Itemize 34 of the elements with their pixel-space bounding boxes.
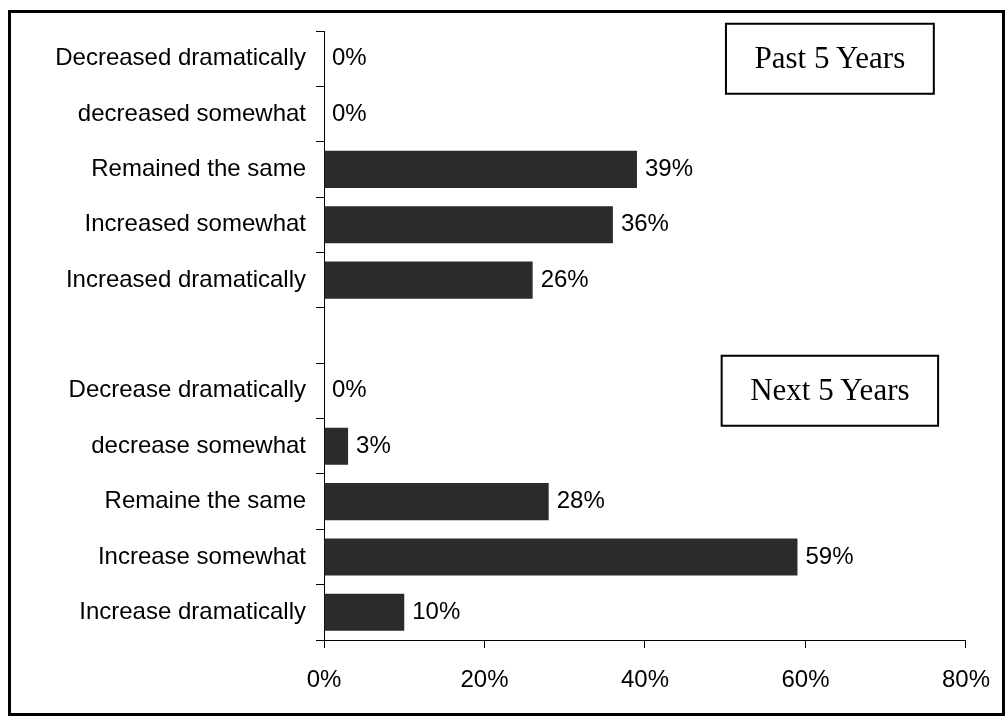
bar xyxy=(324,538,798,576)
data-label: 39% xyxy=(644,154,694,182)
x-tick-label: 0% xyxy=(306,665,342,693)
bar xyxy=(324,150,637,188)
annotation: Next 5 Years xyxy=(750,372,910,407)
y-tick-label: decreased somewhat xyxy=(77,98,307,126)
x-tick-label: 80% xyxy=(941,665,991,693)
bar xyxy=(324,427,349,465)
data-label: 10% xyxy=(412,596,461,624)
y-tick-label: Increased somewhat xyxy=(84,209,307,237)
y-tick-label: Remaine the same xyxy=(104,486,306,514)
y-tick-label: Increase dramatically xyxy=(79,596,306,624)
bar xyxy=(324,206,613,244)
x-tick-label: 60% xyxy=(781,665,830,693)
annotation: Past 5 Years xyxy=(754,39,906,75)
data-label: 26% xyxy=(540,264,589,292)
x-tick-label: 20% xyxy=(460,665,509,693)
data-label: 0% xyxy=(332,375,367,403)
bar xyxy=(324,483,549,521)
bar xyxy=(324,261,533,299)
x-tick-label: 40% xyxy=(620,665,670,693)
data-label: 3% xyxy=(356,430,391,458)
data-label: 28% xyxy=(556,486,605,514)
y-tick-label: Decrease dramatically xyxy=(68,375,306,403)
data-label: 59% xyxy=(805,541,854,569)
bar xyxy=(324,593,405,631)
y-tick-label: Increased dramatically xyxy=(65,264,306,292)
data-label: 0% xyxy=(332,43,367,71)
y-tick-label: decrease somewhat xyxy=(91,430,307,458)
data-label: 36% xyxy=(620,209,669,237)
data-label: 0% xyxy=(332,98,367,126)
y-tick-label: Remained the same xyxy=(91,154,306,182)
y-tick-label: Decreased dramatically xyxy=(55,43,306,71)
y-tick-label: Increase somewhat xyxy=(97,541,307,569)
